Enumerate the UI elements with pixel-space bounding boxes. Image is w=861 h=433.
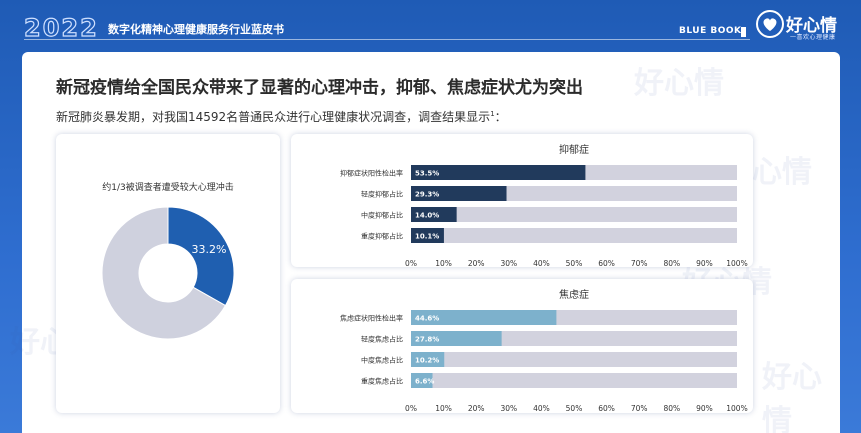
bar	[411, 310, 557, 325]
bar-value-label: 53.5%	[415, 170, 439, 178]
pie-chart-panel: 约1/3被调查者遭受较大心理冲击 33.2%	[56, 134, 280, 413]
bar-chart-title: 焦虑症	[559, 288, 589, 301]
x-tick-label: 100%	[726, 259, 747, 267]
survey-description: 新冠肺炎暴发期，对我国14592名普通民众进行心理健康状况调查，调查结果显示1：	[56, 108, 507, 125]
bar-value-label: 10.1%	[415, 233, 439, 241]
bar-value-label: 14.0%	[415, 212, 439, 220]
category-label: 中度焦虑占比	[361, 356, 403, 365]
pie-slice-label: 33.2%	[192, 243, 227, 256]
x-tick-label: 40%	[533, 259, 550, 267]
watermark: 好心情	[634, 66, 724, 101]
category-label: 轻度焦虑占比	[361, 335, 403, 344]
x-tick-label: 20%	[468, 259, 485, 267]
bar	[411, 186, 507, 201]
pie-slice	[101, 206, 227, 340]
x-tick-label: 30%	[500, 259, 517, 267]
bar-value-label: 6.6%	[415, 378, 434, 386]
category-label: 抑郁症状阳性检出率	[340, 169, 403, 178]
bar-track	[411, 228, 737, 243]
category-label: 轻度抑郁占比	[361, 190, 403, 199]
pie-chart-title: 约1/3被调查者遭受较大心理冲击	[102, 183, 234, 193]
x-tick-label: 80%	[663, 404, 680, 413]
bar	[411, 331, 502, 346]
x-tick-label: 40%	[533, 404, 550, 413]
x-tick-label: 100%	[726, 404, 747, 413]
bar-value-label: 27.8%	[415, 336, 439, 344]
content-card: 好心情 好心情 好心情 好心情 好心情 新冠疫情给全国民众带来了显著的心理冲击，…	[10, 52, 840, 433]
page-headline: 新冠疫情给全国民众带来了显著的心理冲击，抑郁、焦虑症状尤为突出	[56, 78, 583, 98]
report-header: 2022 数字化精神心理健康服务行业蓝皮书 BLUE BOOK 好心情 一喜欢心…	[0, 0, 861, 50]
bar-track	[411, 373, 737, 388]
x-tick-label: 10%	[435, 404, 452, 413]
x-tick-label: 30%	[500, 404, 517, 413]
x-tick-label: 90%	[696, 259, 713, 267]
brand-tagline: 一喜欢心理健康	[790, 34, 836, 41]
x-tick-label: 20%	[468, 404, 485, 413]
bar-track	[411, 352, 737, 367]
bar-value-label: 29.3%	[415, 191, 439, 199]
bar	[411, 207, 457, 222]
bar	[411, 352, 445, 367]
blue-book-label: BLUE BOOK	[679, 26, 742, 36]
report-title: 数字化精神心理健康服务行业蓝皮书	[108, 23, 284, 36]
bar	[411, 373, 433, 388]
x-tick-label: 0%	[405, 259, 417, 267]
x-tick-label: 90%	[696, 404, 713, 413]
brand-name: 好心情	[786, 16, 837, 36]
x-tick-label: 80%	[663, 259, 680, 267]
x-tick-label: 70%	[631, 404, 648, 413]
x-tick-label: 70%	[631, 259, 648, 267]
depression-chart-panel: 抑郁症抑郁症状阳性检出率 53.5% 轻度抑郁占比 29.3% 中度抑郁占比 14.0% 重…	[291, 134, 753, 267]
bar	[411, 228, 444, 243]
category-label: 焦虑症状阳性检出率	[340, 314, 403, 323]
heart-logo-icon	[756, 10, 784, 38]
x-tick-label: 60%	[598, 259, 615, 267]
blue-book-mark	[741, 27, 746, 37]
category-label: 重度抑郁占比	[361, 232, 403, 241]
x-tick-label: 10%	[435, 259, 452, 267]
bar	[411, 165, 586, 180]
x-tick-label: 60%	[598, 404, 615, 413]
category-label: 重度焦虑占比	[361, 377, 403, 386]
pie-chart: 33.2%	[101, 206, 235, 340]
footnote-marker: 1	[490, 110, 495, 118]
x-tick-label: 50%	[566, 404, 583, 413]
bar-chart-title: 抑郁症	[559, 143, 589, 156]
report-year: 2022	[23, 13, 99, 42]
pie-slice	[167, 206, 235, 307]
survey-text: 新冠肺炎暴发期，对我国14592名普通民众进行心理健康状况调查，调查结果显示	[56, 110, 491, 124]
x-tick-label: 50%	[566, 259, 583, 267]
category-label: 中度抑郁占比	[361, 211, 403, 220]
x-tick-label: 0%	[405, 404, 417, 413]
bar-track	[411, 207, 737, 222]
survey-text-end: ：	[494, 110, 507, 124]
header-divider	[24, 39, 750, 40]
anxiety-chart-panel: 焦虑症焦虑症状阳性检出率 44.6% 轻度焦虑占比 27.8% 中度焦虑占比 10.2% 重…	[291, 279, 753, 413]
bar-value-label: 44.6%	[415, 315, 439, 323]
bar-value-label: 10.2%	[415, 357, 439, 365]
watermark: 好心情	[762, 360, 822, 433]
